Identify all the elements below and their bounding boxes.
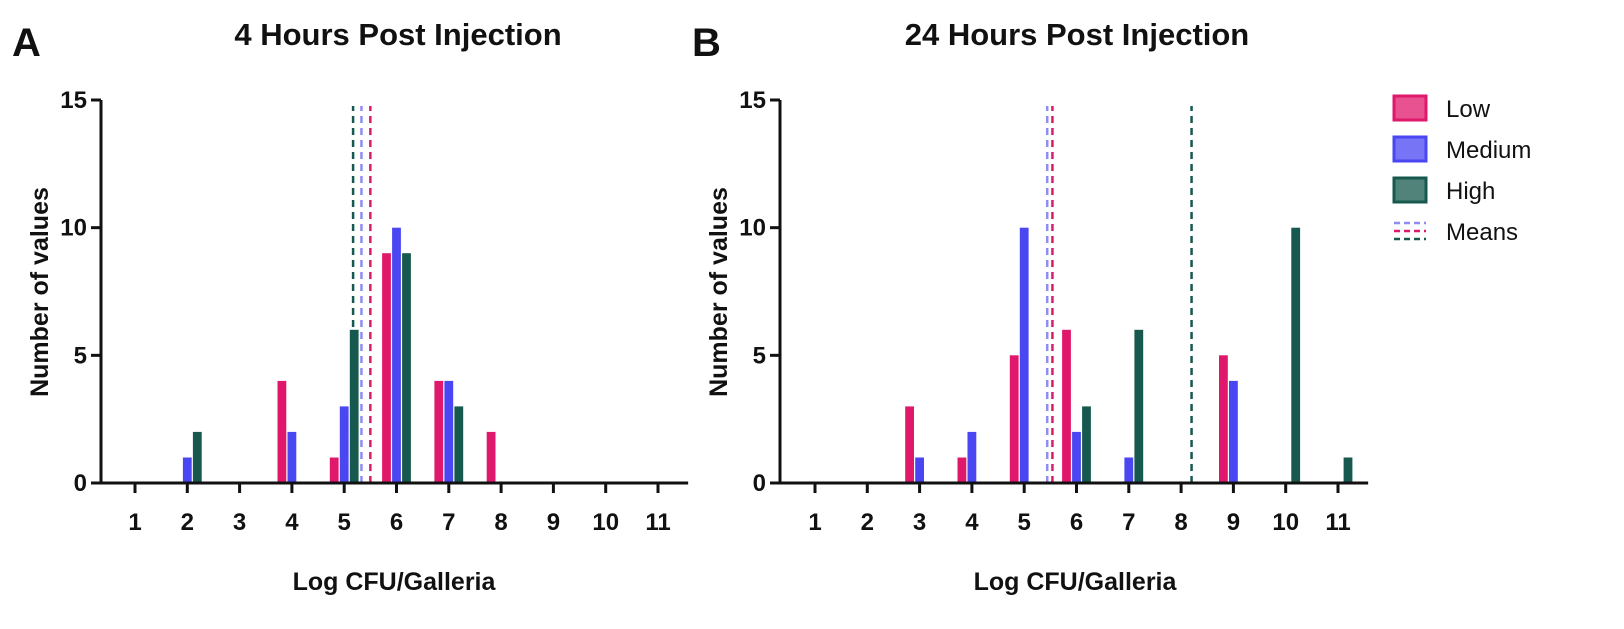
panel-letter-b: B xyxy=(692,21,721,65)
x-tick-label: 10 xyxy=(592,509,619,536)
bar-low xyxy=(905,406,914,483)
x-tick-label: 4 xyxy=(285,509,299,536)
bar-low xyxy=(1219,355,1228,483)
x-tick-label: 6 xyxy=(390,509,403,536)
legend-item-means: Means xyxy=(1394,219,1518,246)
legend-swatch xyxy=(1392,176,1428,204)
bar-medium xyxy=(392,227,401,483)
bar-medium xyxy=(1072,431,1081,483)
legend-swatch xyxy=(1392,135,1428,163)
x-tick-label: 9 xyxy=(1227,509,1240,536)
panel-a: A 4 Hours Post Injection Number of value… xyxy=(12,17,689,596)
legend-label: Medium xyxy=(1446,137,1531,164)
bar-low xyxy=(486,431,496,483)
plot-area: 0 5 10 15 1 2 3 4 5 6 7 8 9 10 11 xyxy=(60,87,689,536)
chart-title: 4 Hours Post Injection xyxy=(234,17,561,52)
y-tick-label: 10 xyxy=(739,215,766,242)
bar-medium xyxy=(1124,457,1134,483)
legend: Low Medium High Means xyxy=(1392,94,1531,246)
x-tick-label: 9 xyxy=(547,509,560,536)
y-tick-label: 5 xyxy=(74,342,87,369)
bar-low xyxy=(329,457,339,483)
y-tick-label: 15 xyxy=(60,87,87,114)
y-tick-label: 5 xyxy=(753,342,766,369)
bar-medium xyxy=(287,431,297,483)
bar-high xyxy=(1082,406,1091,483)
x-tick-label: 11 xyxy=(1325,509,1350,536)
legend-item-low: Low xyxy=(1392,94,1491,123)
x-tick-label: 1 xyxy=(128,509,141,536)
bar-low xyxy=(1009,355,1019,483)
y-tick-label: 15 xyxy=(739,87,766,114)
legend-swatch xyxy=(1392,94,1428,122)
bar-high xyxy=(402,253,411,483)
bar-low xyxy=(434,380,444,483)
plot-area: 0 5 10 15 1 2 3 4 5 6 7 8 9 10 11 xyxy=(739,87,1369,536)
y-tick-label: 10 xyxy=(60,215,87,242)
legend-item-high: High xyxy=(1392,176,1495,205)
bar-medium xyxy=(967,431,977,483)
x-tick-label: 3 xyxy=(913,509,926,536)
bar-low xyxy=(382,253,391,483)
bar-medium xyxy=(1229,380,1238,483)
bar-low xyxy=(957,457,967,483)
x-tick-label: 8 xyxy=(1174,509,1187,536)
x-tick-label: 2 xyxy=(861,509,874,536)
bar-low xyxy=(277,380,287,483)
legend-label: Means xyxy=(1446,219,1518,246)
legend-label: High xyxy=(1446,178,1495,205)
x-tick-label: 11 xyxy=(645,509,670,536)
legend-item-medium: Medium xyxy=(1392,135,1531,164)
chart-title: 24 Hours Post Injection xyxy=(905,17,1250,52)
x-tick-label: 3 xyxy=(233,509,246,536)
x-tick-label: 8 xyxy=(494,509,507,536)
panel-b: B 24 Hours Post Injection Number of valu… xyxy=(692,17,1369,596)
bar-medium xyxy=(1019,227,1029,483)
bar-medium xyxy=(182,457,192,483)
bar-high xyxy=(192,431,202,483)
x-tick-label: 4 xyxy=(965,509,979,536)
x-tick-label: 7 xyxy=(442,509,455,536)
y-axis-title: Number of values xyxy=(705,187,733,397)
x-tick-label: 6 xyxy=(1070,509,1083,536)
bar-medium xyxy=(444,380,454,483)
y-axis-title: Number of values xyxy=(26,187,54,397)
bar-high xyxy=(1343,457,1353,483)
bar-low xyxy=(1062,329,1071,483)
x-tick-label: 5 xyxy=(338,509,351,536)
bar-high xyxy=(454,406,464,483)
x-axis-title: Log CFU/Galleria xyxy=(974,568,1178,596)
y-tick-label: 0 xyxy=(753,470,766,497)
x-tick-label: 5 xyxy=(1018,509,1031,536)
panel-letter-a: A xyxy=(12,21,41,65)
x-axis-title: Log CFU/Galleria xyxy=(293,568,497,596)
y-tick-label: 0 xyxy=(74,470,87,497)
x-tick-label: 10 xyxy=(1272,509,1299,536)
bar-medium xyxy=(339,406,349,483)
legend-label: Low xyxy=(1446,96,1491,123)
bar-high xyxy=(1134,329,1144,483)
x-tick-label: 2 xyxy=(181,509,194,536)
x-tick-label: 7 xyxy=(1122,509,1135,536)
bar-medium xyxy=(915,457,924,483)
bar-high xyxy=(1291,227,1301,483)
x-tick-label: 1 xyxy=(808,509,821,536)
